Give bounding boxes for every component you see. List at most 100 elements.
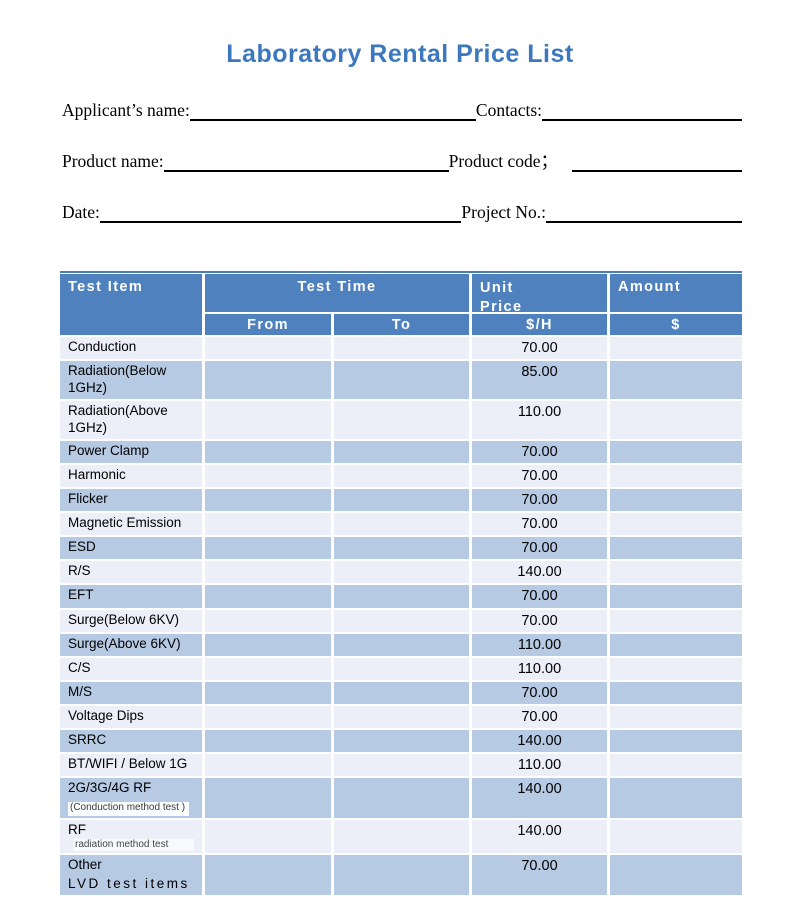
amount-cell[interactable]: [610, 513, 742, 536]
to-cell[interactable]: [334, 681, 469, 704]
to-cell[interactable]: [334, 855, 469, 895]
from-cell[interactable]: [205, 464, 331, 487]
from-cell[interactable]: [205, 730, 331, 753]
to-cell[interactable]: [334, 706, 469, 729]
from-cell[interactable]: [205, 561, 331, 584]
to-cell[interactable]: [334, 657, 469, 680]
test-item-label: Surge(Below 6KV): [68, 611, 180, 627]
from-cell[interactable]: [205, 440, 331, 463]
header-from: From: [205, 314, 331, 335]
to-cell[interactable]: [334, 730, 469, 753]
project-no-blank[interactable]: [546, 201, 742, 223]
to-cell[interactable]: [334, 537, 469, 560]
from-cell[interactable]: [205, 778, 331, 818]
amount-cell[interactable]: [610, 778, 742, 818]
from-cell[interactable]: [205, 609, 331, 632]
product-code-gap: [558, 150, 572, 172]
to-cell[interactable]: [334, 337, 469, 360]
test-item-label: Conduction: [68, 339, 137, 354]
amount-cell[interactable]: [610, 633, 742, 656]
price-table: Test Item Test Time Unit Price Amount Fr…: [60, 271, 742, 895]
amount-cell[interactable]: [610, 754, 742, 777]
amount-cell[interactable]: [610, 730, 742, 753]
test-item-label: Voltage Dips: [68, 708, 144, 723]
to-cell[interactable]: [334, 585, 469, 608]
from-cell[interactable]: [205, 400, 331, 439]
amount-cell[interactable]: [610, 657, 742, 680]
from-cell[interactable]: [205, 819, 331, 854]
from-cell[interactable]: [205, 657, 331, 680]
to-cell[interactable]: [334, 440, 469, 463]
amount-cell[interactable]: [610, 609, 742, 632]
to-cell[interactable]: [334, 633, 469, 656]
amount-cell[interactable]: [610, 681, 742, 704]
from-cell[interactable]: [205, 585, 331, 608]
to-cell[interactable]: [334, 819, 469, 854]
amount-cell[interactable]: [610, 337, 742, 360]
to-cell[interactable]: [334, 488, 469, 511]
header-unit-price-label: Unit Price: [480, 280, 523, 315]
from-cell[interactable]: [205, 754, 331, 777]
header-test-time: Test Time: [205, 274, 469, 312]
contacts-blank[interactable]: [542, 99, 742, 121]
amount-cell[interactable]: [610, 561, 742, 584]
from-cell[interactable]: [205, 706, 331, 729]
test-item-cell: Harmonic: [60, 464, 202, 487]
amount-cell[interactable]: [610, 488, 742, 511]
unit-price-cell: 70.00: [472, 855, 607, 895]
amount-cell[interactable]: [610, 440, 742, 463]
amount-cell[interactable]: [610, 400, 742, 439]
test-item-label: C/S: [68, 659, 91, 675]
to-cell[interactable]: [334, 361, 469, 399]
amount-cell[interactable]: [610, 819, 742, 854]
product-code-blank[interactable]: [572, 150, 742, 172]
from-cell[interactable]: [205, 537, 331, 560]
amount-cell[interactable]: [610, 855, 742, 895]
from-cell[interactable]: [205, 361, 331, 399]
amount-cell[interactable]: [610, 706, 742, 729]
from-cell[interactable]: [205, 337, 331, 360]
test-item-subnote-wrap: (Conduction method test ): [68, 798, 194, 816]
applicant-name-blank[interactable]: [189, 99, 476, 121]
test-item-label: BT/WIFI / Below 1G: [68, 756, 188, 772]
to-cell[interactable]: [334, 400, 469, 439]
test-item-cell: Surge(Above 6KV): [60, 633, 202, 656]
test-item-cell: C/S: [60, 657, 202, 680]
from-cell[interactable]: [205, 855, 331, 895]
amount-cell[interactable]: [610, 464, 742, 487]
amount-cell[interactable]: [610, 537, 742, 560]
to-cell[interactable]: [334, 609, 469, 632]
amount-cell[interactable]: [610, 585, 742, 608]
from-cell[interactable]: [205, 513, 331, 536]
amount-cell[interactable]: [610, 361, 742, 399]
test-item-cell: RF radiation method test: [60, 819, 202, 854]
to-cell[interactable]: [334, 513, 469, 536]
unit-price-cell: 110.00: [472, 633, 607, 656]
unit-price-cell: 70.00: [472, 464, 607, 487]
test-item-label: M/S: [68, 683, 93, 699]
test-item-cell: Conduction: [60, 337, 202, 360]
to-cell[interactable]: [334, 754, 469, 777]
unit-price-cell: 110.00: [472, 657, 607, 680]
from-cell[interactable]: [205, 633, 331, 656]
test-item-cell: BT/WIFI / Below 1G: [60, 754, 202, 777]
to-cell[interactable]: [334, 561, 469, 584]
test-item-label: Surge(Above 6KV): [68, 635, 181, 651]
to-cell[interactable]: [334, 464, 469, 487]
test-item-cell: 2G/3G/4G RF (Conduction method test ): [60, 778, 202, 818]
test-item-label: Radiation(Above 1GHz): [68, 402, 168, 435]
product-name-blank[interactable]: [163, 150, 449, 172]
test-item-label: ESD: [68, 539, 96, 555]
test-item-label: Other: [68, 857, 102, 873]
test-item-label: SRRC: [68, 732, 107, 748]
header-dollar-per-hour: $/H: [472, 314, 607, 335]
test-item-label: 2G/3G/4G RF: [68, 780, 152, 796]
unit-price-cell: 140.00: [472, 819, 607, 854]
test-item-label: R/S: [68, 563, 91, 579]
from-cell[interactable]: [205, 681, 331, 704]
date-blank[interactable]: [99, 201, 462, 223]
test-item-line2: LVD test items: [68, 876, 190, 891]
unit-price-cell: 85.00: [472, 361, 607, 399]
to-cell[interactable]: [334, 778, 469, 818]
from-cell[interactable]: [205, 488, 331, 511]
